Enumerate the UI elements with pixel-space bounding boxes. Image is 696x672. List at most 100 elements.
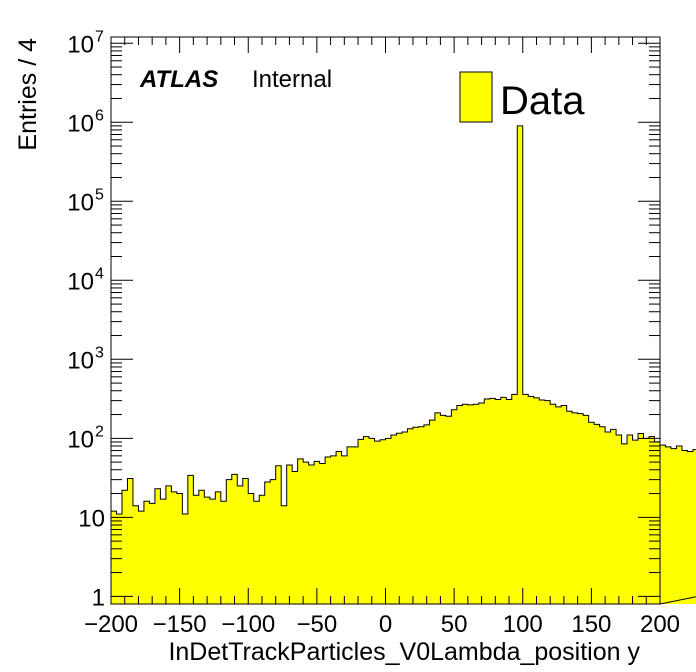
histogram-bin	[369, 438, 375, 604]
histogram-bin	[297, 458, 304, 604]
histogram-bin	[292, 471, 298, 604]
histogram-bin	[330, 455, 337, 604]
histogram-bin	[583, 415, 589, 604]
x-tick-label: −100	[221, 611, 275, 638]
histogram-bin	[660, 445, 666, 604]
y-tick-label: 10	[67, 347, 94, 374]
histogram-bin	[429, 420, 436, 604]
histogram-bin	[638, 433, 644, 604]
histogram-bin	[226, 479, 233, 604]
histogram-bin	[511, 394, 518, 604]
histogram-bin	[599, 426, 606, 604]
histogram-bin	[380, 439, 386, 604]
y-tick-exponent: 3	[95, 344, 104, 361]
histogram-bin	[138, 511, 145, 604]
histogram-bin	[500, 397, 507, 604]
y-tick-exponent: 4	[95, 265, 104, 282]
histogram-bin	[198, 490, 205, 604]
histogram-bin	[215, 491, 222, 604]
histogram-bin	[127, 478, 134, 604]
x-tick-label: −150	[153, 611, 207, 638]
histogram-bin	[627, 435, 633, 604]
y-tick-exponent: 5	[95, 186, 104, 203]
y-tick-label: 10	[67, 110, 94, 137]
histogram-bin	[358, 439, 364, 604]
histogram-bin	[440, 415, 447, 604]
y-tick-exponent: 7	[95, 28, 104, 45]
histogram-bin	[654, 441, 661, 604]
histogram-bin	[632, 440, 639, 604]
histogram-bin	[467, 404, 474, 604]
histogram-bin	[264, 481, 271, 604]
histogram-bin	[182, 514, 189, 604]
histogram-bin	[143, 501, 150, 604]
histogram-bin	[665, 446, 672, 604]
y-tick-exponent: 6	[95, 107, 104, 124]
histogram-bin	[605, 432, 611, 604]
histogram-bin	[681, 450, 688, 604]
histogram-bin	[242, 478, 249, 604]
histogram-bin	[577, 413, 584, 604]
histogram-bars	[110, 125, 696, 605]
histogram-bin	[204, 497, 211, 604]
histogram-bin	[649, 436, 655, 604]
y-tick-exponent: 2	[95, 423, 104, 440]
histogram-bin	[176, 493, 183, 604]
histogram-bin	[566, 411, 573, 604]
y-axis-title: Entries / 4	[14, 38, 42, 151]
histogram-bin	[456, 405, 463, 604]
histogram-bin	[396, 433, 403, 604]
x-tick-label: 200	[640, 611, 680, 638]
histogram-bin	[363, 436, 370, 604]
legend-label-data: Data	[500, 79, 585, 123]
x-tick-label: 50	[441, 611, 468, 638]
x-tick-label: −200	[84, 611, 138, 638]
histogram-bin	[352, 446, 359, 604]
y-tick-label: 10	[67, 31, 94, 58]
atlas-label: ATLAS	[139, 66, 218, 93]
histogram-bin	[594, 424, 600, 604]
histogram-bin	[121, 490, 128, 604]
y-tick-label: 10	[67, 189, 94, 216]
histogram-bin	[412, 427, 419, 604]
y-tick-label: 1	[92, 584, 105, 611]
histogram-bin	[308, 464, 315, 604]
histogram-bin	[193, 495, 200, 604]
histogram-bin	[132, 505, 139, 604]
histogram-bin	[676, 445, 683, 604]
histogram-bin	[149, 503, 156, 604]
legend-swatch-data	[459, 71, 493, 123]
histogram-bin	[517, 125, 524, 604]
histogram-bin	[374, 441, 381, 604]
histogram-bin	[489, 398, 496, 604]
histogram-bin	[390, 435, 397, 604]
histogram-bin	[220, 501, 227, 604]
x-tick-label: 100	[503, 611, 543, 638]
histogram-bin	[445, 416, 452, 604]
x-tick-label: 150	[571, 611, 611, 638]
x-axis-title: InDetTrackParticles_V0Lambda_position y	[168, 638, 640, 666]
histogram-bin	[209, 499, 216, 604]
histogram-bin	[385, 438, 392, 604]
histogram-outline	[110, 125, 696, 605]
histogram-bin	[484, 398, 491, 604]
histogram-bin	[670, 448, 677, 604]
histogram-bin	[561, 405, 567, 604]
histogram-bin	[621, 443, 628, 604]
histogram-bin	[533, 397, 540, 604]
histogram-bin	[303, 462, 309, 604]
histogram-bin	[616, 435, 622, 604]
histogram-bin	[418, 426, 425, 604]
histogram-bin	[231, 474, 238, 604]
histogram-bin	[336, 451, 342, 604]
histogram-bin	[572, 412, 578, 604]
histogram-bin	[111, 511, 117, 604]
histogram-bin	[692, 449, 696, 604]
histogram-bin	[528, 396, 535, 604]
histogram-bin	[314, 461, 320, 604]
histogram-bin	[434, 412, 441, 604]
histogram-bin	[407, 428, 414, 604]
histogram-bin	[248, 493, 255, 604]
histogram-bin	[451, 409, 458, 604]
